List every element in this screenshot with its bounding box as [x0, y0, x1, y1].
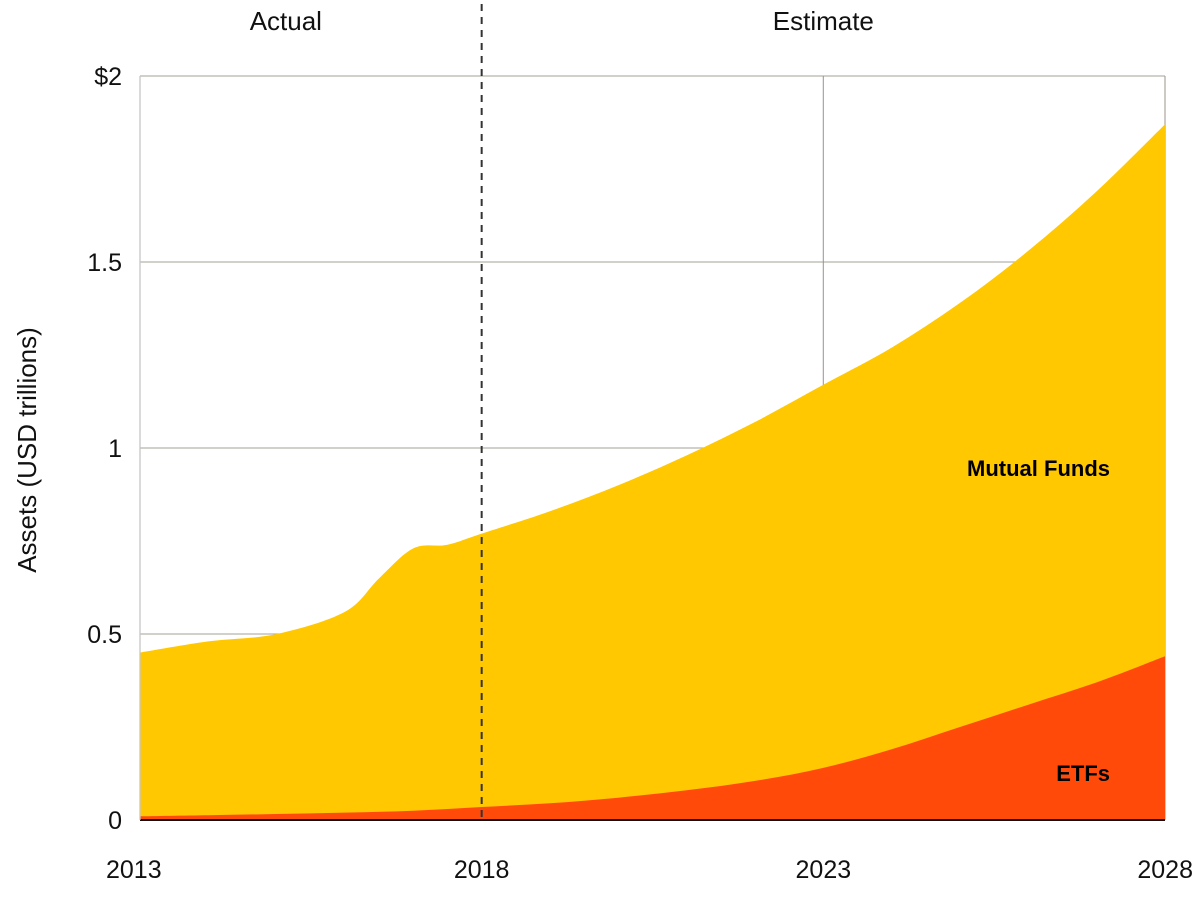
y-tick-label: $2 — [94, 63, 122, 91]
y-tick-label: 0 — [108, 807, 122, 835]
series-label-etfs: ETFs — [1056, 761, 1110, 786]
mutual-funds-area — [140, 124, 1165, 820]
y-tick-label: 1 — [108, 435, 122, 463]
y-tick-label: 0.5 — [87, 621, 122, 649]
y-tick-labels: 0 0.5 1 1.5 $2 — [87, 63, 122, 835]
period-label: Estimate — [773, 6, 874, 36]
x-tick-label: 2023 — [796, 856, 852, 884]
series-label-mutual-funds: Mutual Funds — [967, 456, 1110, 481]
axes — [139, 76, 1165, 821]
x-tick-labels: 2013 2018 2023 2028 — [106, 856, 1193, 884]
stacked-areas — [140, 124, 1165, 820]
series-labels: Mutual Funds ETFs — [967, 456, 1110, 786]
x-tick-label: 2013 — [106, 856, 162, 884]
x-tick-label: 2028 — [1137, 856, 1193, 884]
etfs-area — [140, 656, 1165, 820]
period-labels: Actual Estimate — [250, 6, 874, 36]
y-tick-label: 1.5 — [87, 249, 122, 277]
period-label: Actual — [250, 6, 322, 36]
x-tick-label: 2018 — [454, 856, 510, 884]
y-axis-title: Assets (USD trillions) — [12, 327, 42, 573]
